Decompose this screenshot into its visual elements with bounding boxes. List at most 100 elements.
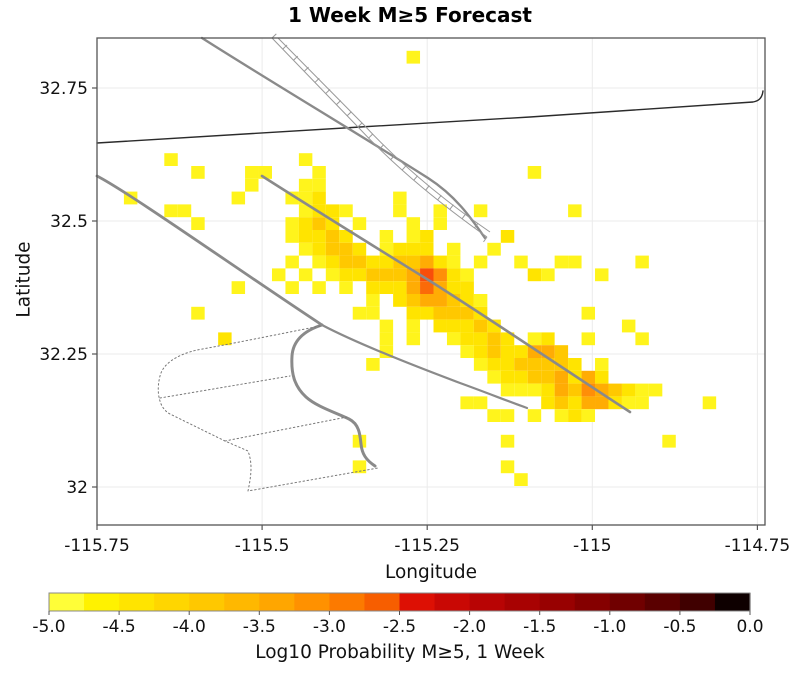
heat-cell [500, 358, 515, 371]
heat-cell [164, 153, 178, 166]
heat-cell [325, 242, 340, 256]
heat-cell [487, 409, 501, 422]
heat-cell [285, 217, 299, 230]
y-axis-label: Latitude [13, 241, 35, 318]
heat-cell [379, 319, 394, 333]
colorbar-tick-label: -3.0 [313, 617, 346, 637]
railroad-tie [425, 185, 430, 191]
heat-cell [635, 332, 649, 346]
heat-cell [352, 460, 367, 474]
heat-cell [473, 358, 488, 371]
heat-cell [406, 242, 421, 256]
heat-cell [446, 332, 461, 346]
heat-cell [635, 255, 649, 269]
colorbar-segment [714, 593, 751, 611]
heat-cell [500, 383, 515, 397]
heat-cell [460, 319, 474, 333]
colorbar-segment [84, 593, 120, 611]
heat-cell [312, 230, 326, 243]
heat-cell [433, 294, 447, 307]
heat-cell [568, 255, 582, 269]
heat-cell [527, 409, 542, 422]
heat-cell [298, 204, 313, 218]
heat-cell [581, 370, 596, 384]
railroad-tie [336, 100, 342, 106]
colorbar-tick-label: -2.5 [383, 617, 416, 637]
heat-cell [541, 370, 555, 384]
heat-cell [393, 294, 407, 307]
heat-cell [487, 358, 501, 371]
railroad-rail [271, 37, 488, 238]
heat-cell [514, 473, 528, 486]
railroad-tie [314, 77, 320, 83]
colorbar-segment [679, 593, 716, 611]
heat-cell [527, 370, 542, 384]
heat-cell [191, 306, 205, 320]
colorbar-tick-label: -4.0 [173, 617, 206, 637]
heat-cell [527, 268, 542, 282]
railroad-tie [401, 165, 407, 171]
heat-cell [581, 396, 596, 410]
heat-cell [527, 166, 542, 179]
heat-cell [514, 358, 528, 371]
heat-cell [325, 230, 340, 243]
heat-cell [621, 396, 636, 410]
colorbar-segment [539, 593, 576, 611]
heat-cell [393, 191, 407, 205]
colorbar-segment [469, 593, 506, 611]
heat-cell [487, 242, 501, 256]
railroad-tie [293, 55, 299, 61]
fault-s-curve [290, 323, 377, 468]
railroad-tie [461, 213, 467, 220]
heat-cell [420, 306, 434, 320]
heat-cell [312, 242, 326, 256]
railroad-tie [325, 89, 331, 94]
railroad-tie [271, 33, 277, 39]
heat-cell [191, 166, 205, 179]
heat-cell [231, 191, 246, 205]
heat-cell [500, 434, 515, 448]
heat-cell [473, 319, 488, 333]
heat-cell [595, 396, 609, 410]
colorbar-tick-label: -0.5 [663, 617, 696, 637]
colorbar-tick-label: -1.0 [593, 617, 626, 637]
heat-cell [568, 409, 582, 422]
x-tick-label: -114.75 [725, 536, 791, 556]
heat-cell [595, 370, 609, 384]
heat-cell [325, 204, 340, 218]
colorbar-segment [329, 593, 366, 611]
heat-cell [366, 294, 380, 307]
heat-cell [366, 255, 380, 269]
heat-cell [393, 281, 407, 294]
dotted-boundary [157, 325, 379, 492]
heat-cell [541, 332, 555, 346]
heat-cell [406, 50, 421, 64]
colorbar-tick-label: 0.0 [736, 617, 763, 637]
heat-cell [339, 204, 353, 218]
railroad-tie [474, 222, 479, 229]
y-tick-label: 32.25 [39, 345, 88, 365]
dotted-interior-upper [159, 375, 291, 399]
heat-cell [487, 319, 501, 333]
heat-cell [500, 409, 515, 422]
colorbar-tick-label: -3.5 [243, 617, 276, 637]
heat-cell [500, 370, 515, 384]
heat-cell [420, 230, 434, 243]
heat-cell [420, 242, 434, 256]
railroad-rail [277, 37, 491, 233]
heat-cell [339, 230, 353, 243]
heat-cell [231, 281, 246, 294]
heat-cell [568, 396, 582, 410]
heat-cell [527, 383, 542, 397]
heat-cell [460, 281, 474, 294]
y-tick-label: 32 [66, 478, 88, 498]
heat-cell [352, 268, 367, 282]
heat-cell [500, 460, 515, 474]
heat-cell [662, 434, 676, 448]
heat-cell [500, 345, 515, 358]
heat-cell [433, 306, 447, 320]
heat-cell [312, 178, 326, 192]
heat-cell [487, 332, 501, 346]
railroad-tie [437, 194, 442, 201]
heat-cell [433, 268, 447, 282]
